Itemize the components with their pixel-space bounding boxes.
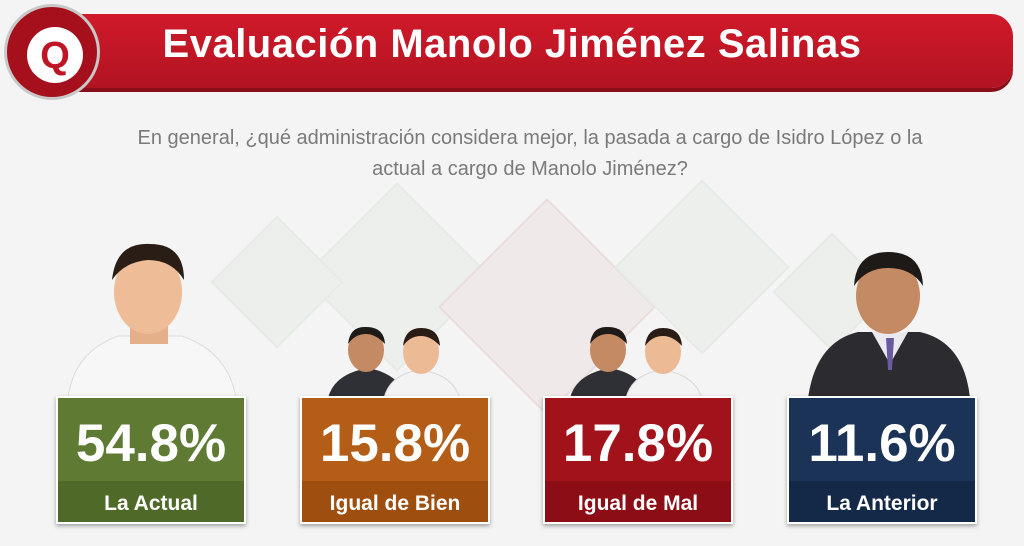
bar-value-la-actual: 54.8% xyxy=(75,414,227,473)
bar-label-panel xyxy=(58,481,244,522)
bar-label-panel xyxy=(545,481,731,522)
survey-question: En general, ¿qué administración consider… xyxy=(100,123,960,185)
bar-igual-de-mal: 17.8% Igual de Mal xyxy=(543,396,733,524)
bar-value-igual-de-bien: 15.8% xyxy=(319,414,471,473)
photo-igual-de-bien xyxy=(328,326,461,398)
bar-la-actual: 54.8% La Actual xyxy=(56,396,246,524)
bar-value-igual-de-mal: 17.8% xyxy=(562,414,714,473)
page-title: Evaluación Manolo Jiménez Salinas xyxy=(162,22,862,66)
bar-label-igual-de-mal: Igual de Mal xyxy=(577,492,699,515)
logo-letter: Q xyxy=(40,35,70,77)
bar-value-la-anterior: 11.6% xyxy=(808,414,956,473)
bar-igual-de-bien: 15.8% Igual de Bien xyxy=(300,396,490,524)
bar-label-igual-de-bien: Igual de Bien xyxy=(329,492,461,515)
bar-label-panel xyxy=(302,481,488,522)
bar-value-panel xyxy=(789,398,975,481)
logo-disc: Q xyxy=(27,27,83,83)
bar-value-panel xyxy=(58,398,244,481)
question-line-2: actual a cargo de Manolo Jiménez? xyxy=(372,158,688,180)
question-line-1: En general, ¿qué administración consider… xyxy=(137,127,923,149)
bar-label-panel xyxy=(789,481,975,522)
bar-label-la-actual: La Actual xyxy=(104,492,198,515)
bar-la-anterior: 11.6% La Anterior xyxy=(787,396,977,524)
photo-la-actual xyxy=(67,243,237,398)
bar-value-panel xyxy=(302,398,488,481)
bar-value-panel xyxy=(545,398,731,481)
bar-label-la-anterior: La Anterior xyxy=(826,492,938,515)
photo-igual-de-mal xyxy=(570,326,703,398)
brand-logo: Q xyxy=(4,4,100,100)
photo-la-anterior xyxy=(808,252,970,398)
title-banner xyxy=(60,14,1013,88)
